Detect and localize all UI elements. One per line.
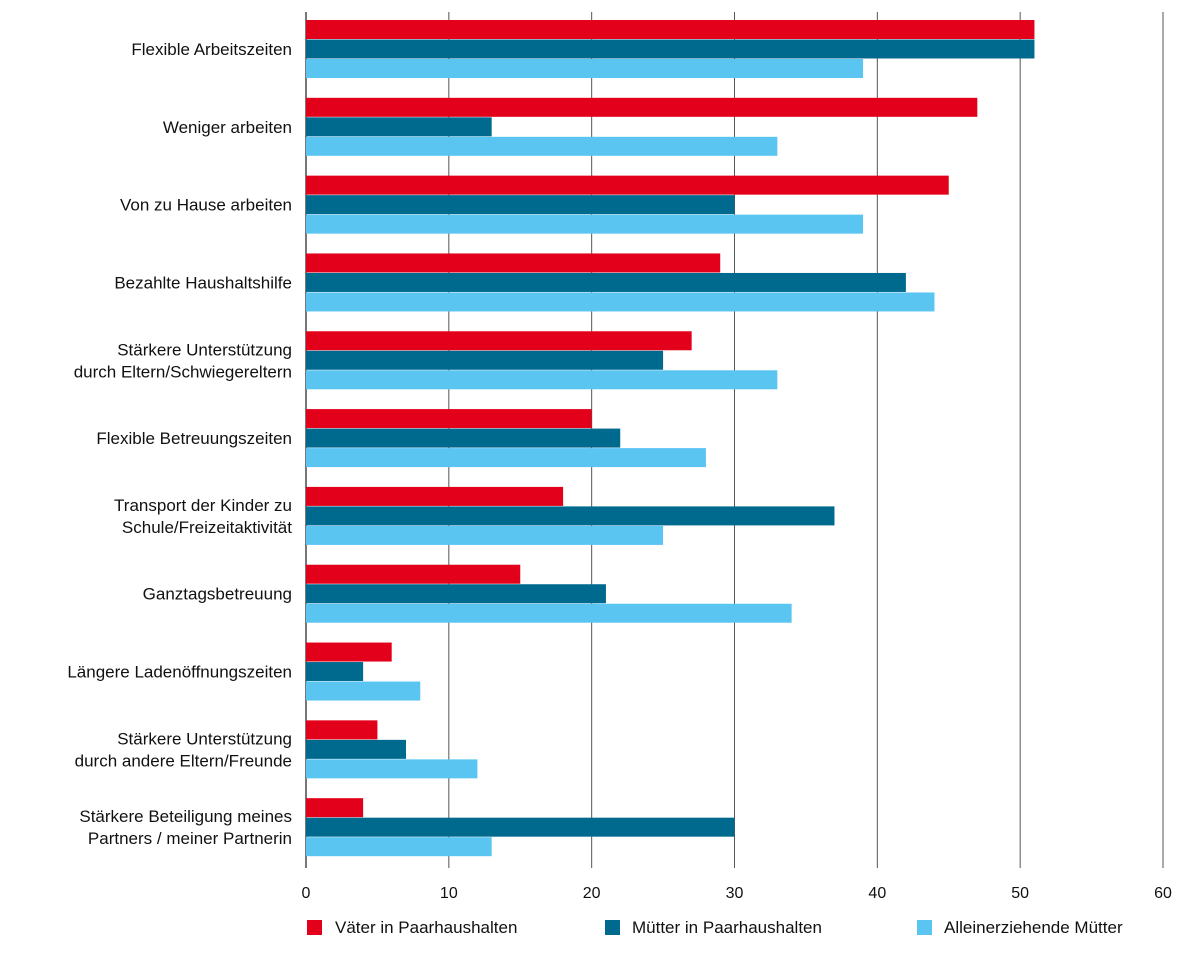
category-label: Flexible Betreuungszeiten — [96, 429, 292, 448]
bar-2-10 — [306, 739, 406, 759]
bar-2-6 — [306, 428, 621, 448]
bar-3-10 — [306, 759, 478, 779]
x-tick-label: 30 — [726, 885, 744, 902]
bar-3-2 — [306, 136, 778, 156]
bar-3-4 — [306, 292, 935, 312]
legend-item: Alleinerziehende Mütter — [917, 918, 1123, 937]
x-tick-label: 10 — [440, 885, 458, 902]
x-tick-label: 40 — [868, 885, 886, 902]
category-label: Bezahlte Haushaltshilfe — [114, 273, 292, 292]
bar-3-1 — [306, 59, 864, 78]
bar-2-9 — [306, 662, 364, 682]
category-label-line: Ganztagsbetreuung — [143, 585, 292, 604]
legend: Väter in Paarhaushalten Mütter in Paarhau… — [307, 918, 1123, 937]
legend-label: Alleinerziehende Mütter — [944, 918, 1123, 937]
bar-1-3 — [306, 175, 949, 195]
category-label-line: Weniger arbeiten — [163, 118, 292, 137]
bar-1-6 — [306, 409, 592, 429]
bar-1-4 — [306, 253, 721, 273]
bar-3-5 — [306, 370, 778, 390]
category-label: Längere Ladenöffnungszeiten — [67, 663, 292, 682]
bar-1-9 — [306, 642, 392, 662]
category-label: Transport der Kinder zu Schule/Freizeitak… — [114, 496, 292, 537]
category-label-line: Flexible Arbeitszeiten — [131, 40, 292, 59]
x-tick-label: 0 — [302, 885, 311, 902]
category-label-line: Flexible Betreuungszeiten — [96, 429, 292, 448]
bars — [306, 20, 1035, 857]
legend-label: Väter in Paarhaushalten — [335, 918, 517, 937]
bar-1-8 — [306, 564, 521, 584]
legend-label: Mütter in Paarhaushalten — [632, 918, 822, 937]
bar-3-7 — [306, 525, 664, 545]
bar-3-11 — [306, 837, 492, 857]
bar-1-1 — [306, 20, 1035, 39]
category-label-line: Längere Ladenöffnungszeiten — [67, 663, 292, 682]
category-label-line: Bezahlte Haushaltshilfe — [114, 273, 292, 292]
x-tick-label: 60 — [1154, 885, 1172, 902]
category-label: Flexible Arbeitszeiten — [131, 40, 292, 59]
category-label-line: Von zu Hause arbeiten — [120, 196, 292, 215]
bar-3-9 — [306, 681, 421, 701]
bar-2-8 — [306, 584, 606, 604]
bar-3-8 — [306, 603, 792, 623]
bar-1-5 — [306, 331, 692, 351]
category-label: Von zu Hause arbeiten — [120, 196, 292, 215]
bar-2-2 — [306, 117, 492, 137]
category-label-line: durch andere Eltern/Freunde — [75, 751, 292, 770]
bar-1-2 — [306, 97, 978, 117]
x-tick-label: 50 — [1011, 885, 1029, 902]
bar-3-6 — [306, 448, 706, 468]
legend-item: Mütter in Paarhaushalten — [605, 918, 822, 937]
bar-3-3 — [306, 214, 864, 234]
bar-1-7 — [306, 486, 564, 506]
bar-2-11 — [306, 817, 735, 837]
bar-1-11 — [306, 798, 364, 818]
bar-2-7 — [306, 506, 835, 526]
bar-2-3 — [306, 195, 735, 215]
category-label-line: Schule/Freizeitaktivität — [122, 518, 292, 537]
bar-2-4 — [306, 272, 906, 292]
category-label: Stärkere Beteiligung meines Partners / me… — [79, 807, 292, 848]
category-label-line: Partners / meiner Partnerin — [88, 829, 292, 848]
legend-swatch — [917, 920, 932, 935]
legend-swatch — [605, 920, 620, 935]
category-label: Ganztagsbetreuung — [143, 585, 292, 604]
x-axis-ticks: 0 10 20 30 40 50 60 — [302, 885, 1172, 902]
category-label-line: durch Eltern/Schwiegereltern — [74, 362, 292, 381]
category-label: Weniger arbeiten — [163, 118, 292, 137]
category-label: Stärkere Unterstützung durch andere Elter… — [75, 729, 292, 770]
category-labels: Flexible Arbeitszeiten Weniger arbeiten Vo… — [67, 40, 292, 848]
category-label: Stärkere Unterstützung durch Eltern/Schwi… — [74, 340, 292, 381]
bar-2-1 — [306, 39, 1035, 59]
bar-2-5 — [306, 350, 664, 370]
legend-swatch — [307, 920, 322, 935]
legend-item: Väter in Paarhaushalten — [307, 918, 517, 937]
category-label-line: Transport der Kinder zu — [114, 496, 292, 515]
category-label-line: Stärkere Unterstützung — [117, 340, 292, 359]
category-label-line: Stärkere Unterstützung — [117, 729, 292, 748]
category-label-line: Stärkere Beteiligung meines — [79, 807, 292, 826]
x-tick-label: 20 — [583, 885, 601, 902]
bar-1-10 — [306, 720, 378, 740]
